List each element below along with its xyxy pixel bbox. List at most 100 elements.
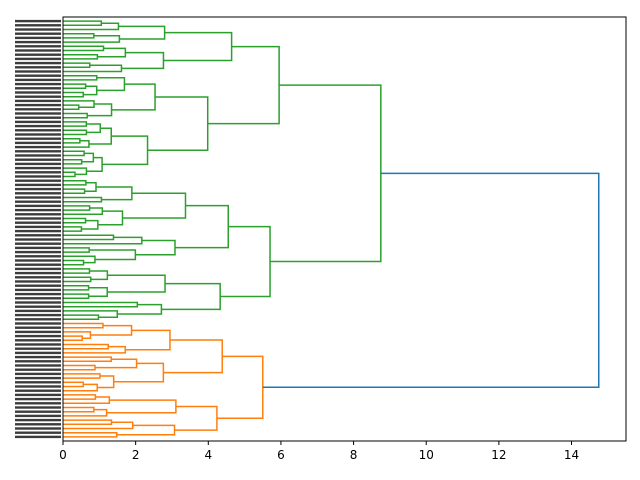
- leaf-label-mark: [15, 78, 61, 82]
- dendrogram-link: [118, 25, 166, 40]
- leaf-labels: [15, 19, 61, 439]
- leaf-label-mark: [15, 372, 61, 376]
- leaf-label-mark: [15, 318, 61, 321]
- dendrogram-link: [63, 45, 105, 52]
- leaf-label-mark: [15, 116, 61, 119]
- dendrogram-link: [63, 373, 101, 379]
- dendrogram-link: [63, 419, 113, 426]
- dendrogram-link: [63, 247, 90, 253]
- dendrogram-link: [63, 129, 88, 136]
- dendrogram-link: [63, 121, 88, 127]
- dendrogram-link: [63, 53, 99, 60]
- leaf-label-mark: [15, 154, 61, 157]
- dendrogram-link: [86, 123, 102, 134]
- leaf-label-mark: [15, 423, 61, 426]
- leaf-label-mark: [15, 297, 61, 300]
- dendrogram-link: [63, 284, 90, 291]
- leaf-label-mark: [15, 263, 61, 266]
- leaf-label-mark: [15, 70, 61, 73]
- axes: [62, 16, 627, 442]
- dendrogram-link: [63, 91, 85, 98]
- dendrogram-link: [63, 394, 97, 400]
- dendrogram-link: [63, 343, 109, 350]
- dendrogram-link: [63, 234, 115, 241]
- leaf-label-mark: [15, 280, 61, 283]
- dendrogram-link: [63, 255, 96, 264]
- dendrogram-link: [63, 150, 85, 157]
- leaf-label-mark: [15, 53, 61, 56]
- leaf-label-mark: [15, 74, 61, 77]
- dendrogram-link: [63, 112, 88, 119]
- leaf-label-mark: [15, 87, 61, 90]
- dendrogram-link: [63, 179, 87, 186]
- leaf-label-mark: [15, 355, 61, 359]
- leaf-label-mark: [15, 238, 61, 241]
- leaf-label-mark: [15, 162, 61, 166]
- leaf-label-mark: [15, 24, 61, 27]
- dendrogram-link: [135, 239, 176, 256]
- dendrogram-link: [89, 249, 137, 261]
- leaf-label-mark: [15, 326, 61, 329]
- leaf-label-mark: [15, 99, 61, 103]
- leaf-label-mark: [15, 192, 61, 195]
- leaf-label-mark: [15, 292, 61, 296]
- leaf-label-mark: [15, 158, 61, 161]
- leaf-label-mark: [15, 431, 61, 434]
- dendrogram-link: [63, 381, 84, 388]
- dendrogram-link: [106, 399, 177, 414]
- dendrogram-link: [90, 324, 133, 336]
- dendrogram-link: [63, 140, 90, 148]
- x-tick-label: 8: [350, 448, 358, 462]
- dendrogram-link: [81, 152, 95, 163]
- dendrogram-link: [97, 375, 115, 389]
- leaf-label-mark: [15, 179, 61, 182]
- leaf-label-mark: [15, 322, 61, 325]
- leaf-label-mark: [15, 330, 61, 334]
- x-tick-label: 10: [419, 448, 434, 462]
- leaf-label-mark: [15, 334, 61, 338]
- leaf-label-mark: [15, 108, 61, 111]
- dendrogram-link: [270, 84, 382, 263]
- leaf-label-mark: [15, 208, 61, 212]
- leaf-label-mark: [15, 255, 61, 258]
- dendrogram-link: [63, 335, 83, 342]
- dendrogram-link: [63, 364, 96, 371]
- leaf-label-mark: [15, 19, 61, 23]
- leaf-label-mark: [15, 204, 61, 208]
- dendrogram-link: [116, 424, 176, 436]
- leaf-label-mark: [15, 284, 61, 287]
- x-axis-ticks: 0 2 4 6 8 10 12 14: [59, 441, 579, 462]
- dendrogram-link: [63, 408, 108, 417]
- dendrogram-link: [95, 358, 138, 369]
- leaf-label-mark: [15, 45, 61, 48]
- leaf-label-mark: [15, 402, 61, 405]
- leaf-label-mark: [15, 129, 61, 132]
- leaf-label-mark: [15, 271, 61, 275]
- dendrogram-link: [88, 127, 113, 145]
- leaf-label-mark: [15, 187, 61, 191]
- leaf-label-mark: [15, 427, 61, 430]
- x-tick-label: 2: [132, 448, 140, 462]
- leaf-label-mark: [15, 381, 61, 384]
- dendrogram-link: [81, 219, 99, 230]
- leaf-label-mark: [15, 364, 61, 367]
- leaf-label-mark: [15, 397, 61, 401]
- dendrogram-link: [147, 96, 209, 151]
- dendrogram-link: [163, 339, 223, 374]
- leaf-label-mark: [15, 313, 61, 317]
- dendrogram-link: [63, 158, 83, 165]
- leaf-label-mark: [15, 305, 61, 308]
- leaf-label-mark: [15, 389, 61, 392]
- dendrogram-link: [163, 31, 233, 62]
- dendrogram-link: [102, 135, 149, 166]
- leaf-label-mark: [15, 32, 61, 35]
- dendrogram-link: [216, 355, 264, 420]
- leaf-label-mark: [15, 137, 61, 140]
- leaf-label-mark: [15, 66, 61, 69]
- leaf-label-mark: [15, 339, 61, 342]
- dendrogram-link: [63, 62, 91, 69]
- leaf-label-mark: [15, 217, 61, 220]
- leaf-label-mark: [15, 200, 61, 203]
- dendrogram-link: [63, 259, 85, 266]
- leaf-label-mark: [15, 175, 61, 178]
